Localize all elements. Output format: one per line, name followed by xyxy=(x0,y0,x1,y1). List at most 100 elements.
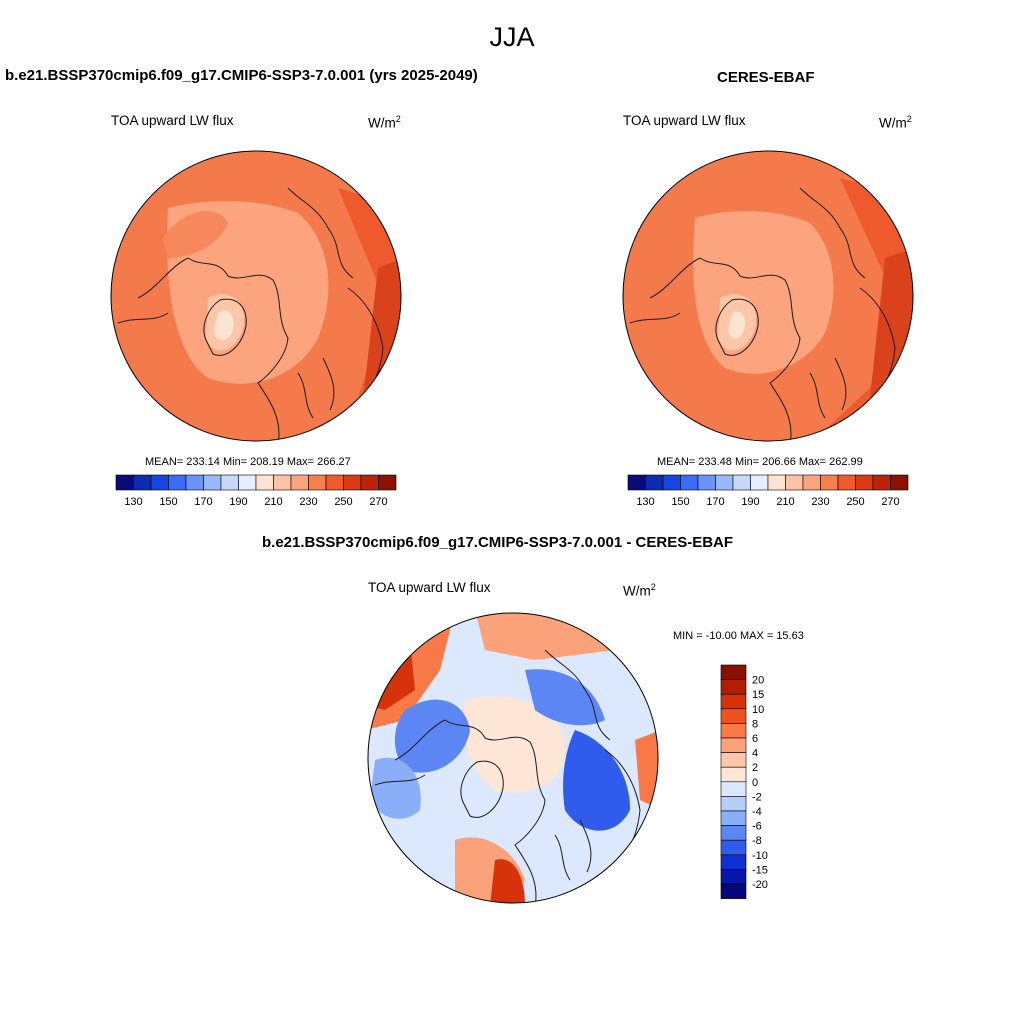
obs-colorbar-box xyxy=(680,474,699,491)
model-field-greenland-core xyxy=(214,310,234,341)
model-panel-title: b.e21.BSSP370cmip6.f09_g17.CMIP6-SSP3-7.… xyxy=(5,67,478,84)
model-colorbar-tick-label: 210 xyxy=(264,496,282,508)
obs-colorbar-box xyxy=(855,474,874,491)
diff-field-canada-cold xyxy=(394,699,470,773)
diff-variable-title: TOA upward LW flux xyxy=(368,580,491,595)
diff-colorbar-tick-label: 2 xyxy=(752,762,758,774)
diff-colorbar-box xyxy=(720,723,747,739)
diff-colorbar-tick-label: 15 xyxy=(752,689,764,701)
model-map-border xyxy=(110,150,402,442)
model-colorbar-box xyxy=(325,474,344,491)
model-colorbar-tick-label: 150 xyxy=(159,496,177,508)
diff-field-europe-cold xyxy=(525,669,605,726)
obs-variable-title: TOA upward LW flux xyxy=(623,113,746,128)
obs-colorbar-box xyxy=(820,474,839,491)
diff-colorbar-tick-label: 8 xyxy=(752,718,758,730)
diff-colorbar-box xyxy=(720,796,747,812)
model-colorbar-box xyxy=(290,474,309,491)
diff-colorbar-box xyxy=(720,781,747,797)
obs-colorbar-box xyxy=(715,474,734,491)
diff-colorbar-box xyxy=(720,869,747,885)
diff-colorbar-tick-label: 4 xyxy=(752,748,758,760)
diff-colorbar-box xyxy=(720,737,747,753)
model-polar-map xyxy=(110,150,402,442)
diff-coastlines xyxy=(374,649,641,903)
obs-panel-title: CERES-EBAF xyxy=(717,69,815,86)
obs-colorbar-box xyxy=(750,474,769,491)
model-colorbar-box xyxy=(255,474,274,491)
diff-colorbar-tick-label: -4 xyxy=(752,806,762,818)
model-stats: MEAN= 233.14 Min= 208.19 Max= 266.27 xyxy=(145,456,351,468)
obs-colorbar-tick-label: 190 xyxy=(741,496,759,508)
obs-colorbar-box xyxy=(645,474,664,491)
model-colorbar-tick-label: 270 xyxy=(369,496,387,508)
model-colorbar-box xyxy=(308,474,327,491)
diff-colorbar-box xyxy=(720,883,747,899)
obs-field-arctic xyxy=(693,211,834,374)
diff-colorbar-tick-label: 6 xyxy=(752,733,758,745)
obs-colorbar-box xyxy=(697,474,716,491)
diff-colorbar-box xyxy=(720,854,747,870)
diff-colorbar-tick-label: -10 xyxy=(752,850,768,862)
model-colorbar-box xyxy=(378,474,397,491)
model-variable-title: TOA upward LW flux xyxy=(111,113,234,128)
obs-colorbar-tick-label: 250 xyxy=(846,496,864,508)
diff-colorbar-tick-label: -15 xyxy=(752,864,768,876)
diff-colorbar-box xyxy=(720,810,747,826)
obs-colorbar-tick-label: 210 xyxy=(776,496,794,508)
obs-map-border xyxy=(622,150,914,442)
obs-polar-map xyxy=(622,150,914,442)
diff-colorbar-tick-label: -8 xyxy=(752,835,762,847)
diff-colorbar-box xyxy=(720,825,747,841)
obs-stats: MEAN= 233.48 Min= 206.66 Max= 262.99 xyxy=(657,456,863,468)
obs-colorbar-box xyxy=(872,474,891,491)
model-units: W/m2 xyxy=(368,114,401,131)
diff-field-siberia-cold xyxy=(563,730,630,831)
model-colorbar-box xyxy=(133,474,152,491)
obs-units: W/m2 xyxy=(879,114,912,131)
diff-map-border xyxy=(367,612,659,904)
diff-colorbar-box xyxy=(720,839,747,856)
obs-colorbar: 130 150 170 190 210 230 250 270 xyxy=(627,474,909,508)
obs-colorbar-box xyxy=(802,474,821,491)
diff-colorbar-box xyxy=(720,766,747,783)
obs-colorbar-tick-label: 150 xyxy=(671,496,689,508)
diff-panel-title: b.e21.BSSP370cmip6.f09_g17.CMIP6-SSP3-7.… xyxy=(262,534,734,551)
obs-colorbar-box xyxy=(837,474,856,491)
model-colorbar-box xyxy=(360,474,379,491)
diff-colorbar-box xyxy=(720,708,747,724)
model-colorbar-box xyxy=(343,474,362,491)
model-colorbar-box xyxy=(203,474,222,491)
diff-field-south-hot xyxy=(490,859,525,903)
obs-colorbar-box xyxy=(627,474,646,491)
season-title: JJA xyxy=(489,22,535,52)
model-colorbar-box xyxy=(273,474,292,491)
model-colorbar-tick-label: 250 xyxy=(334,496,352,508)
obs-colorbar-tick-label: 270 xyxy=(881,496,899,508)
diff-colorbar-tick-label: -6 xyxy=(752,821,762,833)
diff-units: W/m2 xyxy=(623,582,656,599)
model-field-canada xyxy=(163,211,228,258)
model-colorbar-tick-label: 130 xyxy=(124,496,142,508)
obs-colorbar-box xyxy=(732,474,751,491)
obs-colorbar-box xyxy=(662,474,681,491)
diff-field-arctic-neutral xyxy=(463,696,566,793)
model-colorbar-box xyxy=(220,474,239,491)
diff-colorbar-tick-label: 0 xyxy=(752,777,758,789)
obs-colorbar-tick-label: 170 xyxy=(706,496,724,508)
model-colorbar-tick-label: 190 xyxy=(229,496,247,508)
diff-colorbar-tick-label: 10 xyxy=(752,704,764,716)
obs-colorbar-tick-label: 130 xyxy=(636,496,654,508)
diff-colorbar-box xyxy=(720,679,747,695)
diff-stats: MIN = -10.00 MAX = 15.63 xyxy=(673,630,804,642)
diff-field-alaska-cool xyxy=(370,757,421,819)
obs-colorbar-box xyxy=(785,474,804,491)
obs-colorbar-box xyxy=(767,474,786,491)
model-colorbar-box xyxy=(115,474,134,491)
model-colorbar-box xyxy=(168,474,187,491)
obs-colorbar-box xyxy=(890,474,909,491)
model-colorbar: 130 150 170 190 210 230 250 270 xyxy=(115,474,397,508)
diff-colorbar-tick-label: -20 xyxy=(752,879,768,891)
obs-colorbar-tick-label: 230 xyxy=(811,496,829,508)
